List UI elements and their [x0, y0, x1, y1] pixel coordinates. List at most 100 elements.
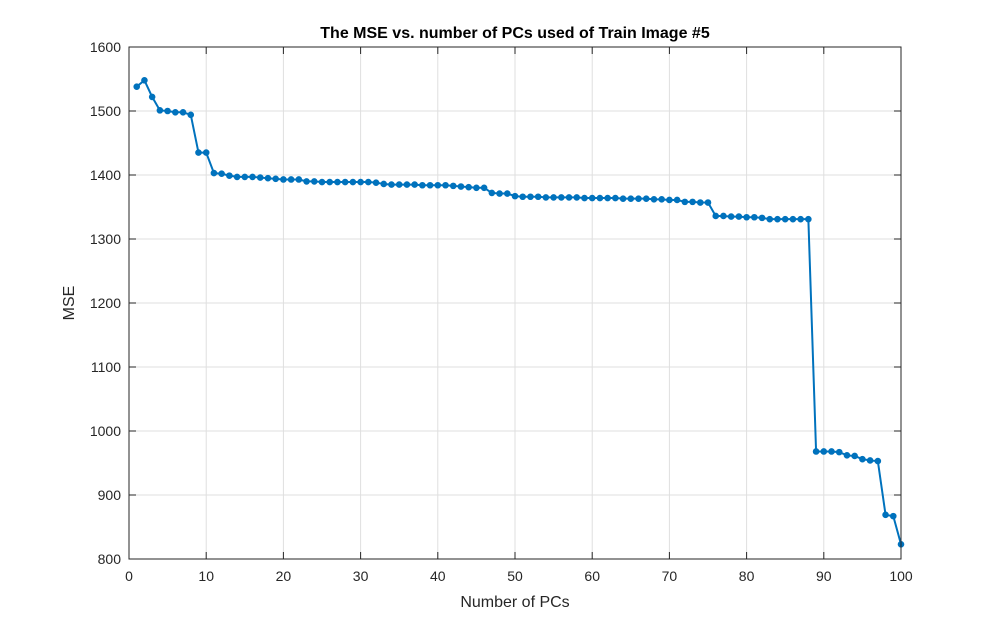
x-tick-label: 10 — [198, 568, 214, 584]
data-point — [758, 214, 766, 222]
data-point — [179, 108, 187, 116]
chart-title: The MSE vs. number of PCs used of Train … — [320, 25, 710, 42]
series-group — [133, 76, 905, 548]
data-point — [434, 181, 442, 189]
data-point — [859, 455, 866, 463]
data-point — [666, 196, 673, 204]
data-point — [642, 195, 650, 202]
data-point — [843, 452, 851, 459]
data-point — [658, 196, 665, 203]
y-tick-label: 1500 — [90, 103, 121, 119]
x-axis-label: Number of PCs — [460, 594, 569, 611]
data-point — [372, 179, 380, 186]
x-tick-label: 80 — [739, 568, 755, 584]
data-point — [704, 199, 712, 206]
data-point — [527, 193, 534, 201]
data-point — [612, 194, 619, 202]
data-point — [264, 174, 272, 182]
data-point — [395, 181, 403, 188]
data-point — [303, 178, 310, 185]
data-point — [774, 215, 781, 223]
data-point — [781, 215, 789, 223]
data-point — [318, 178, 326, 186]
y-tick-label: 1300 — [90, 231, 121, 247]
data-point — [249, 173, 256, 181]
data-point — [218, 170, 225, 178]
data-point — [380, 180, 388, 188]
data-point — [635, 195, 642, 202]
data-point — [133, 83, 141, 90]
data-point — [573, 194, 581, 201]
data-point — [835, 448, 843, 456]
data-point — [488, 189, 496, 197]
data-point — [696, 199, 704, 206]
data-point — [820, 448, 828, 455]
data-point — [874, 457, 882, 465]
data-point — [295, 176, 303, 183]
data-point — [588, 194, 596, 202]
data-point — [565, 194, 573, 201]
data-point — [496, 190, 503, 197]
data-point — [334, 178, 341, 186]
data-point — [596, 194, 604, 202]
data-point — [766, 215, 774, 223]
data-point — [326, 178, 334, 186]
data-point — [673, 196, 681, 204]
data-point — [805, 215, 812, 223]
data-point — [419, 181, 426, 189]
tick-marks — [128, 46, 902, 560]
data-point — [797, 215, 804, 223]
series-line — [136, 79, 902, 545]
data-point — [449, 182, 457, 190]
data-point — [403, 181, 411, 188]
y-tick-label: 1000 — [90, 423, 121, 439]
data-point — [751, 213, 758, 221]
data-point — [349, 178, 357, 186]
data-point — [357, 178, 364, 186]
x-tick-label: 40 — [430, 568, 446, 584]
x-tick-labels: 0 10 20 30 40 50 60 70 80 90 100 — [125, 568, 913, 584]
data-point — [365, 178, 372, 186]
x-tick-label: 90 — [816, 568, 832, 584]
data-point — [310, 178, 318, 185]
data-point — [164, 107, 171, 115]
data-point — [828, 448, 835, 455]
x-tick-label: 100 — [889, 568, 913, 584]
y-tick-label: 1600 — [90, 39, 121, 55]
data-point — [148, 93, 156, 101]
data-point — [519, 193, 527, 201]
x-tick-label: 0 — [125, 568, 133, 584]
data-point — [141, 76, 148, 84]
data-point — [889, 512, 897, 520]
y-tick-label: 800 — [98, 551, 122, 567]
data-point — [727, 213, 735, 220]
data-point — [411, 181, 418, 188]
data-point — [202, 149, 210, 156]
data-point — [280, 176, 287, 183]
data-point — [241, 173, 249, 181]
data-point — [604, 194, 611, 202]
data-point — [866, 457, 874, 464]
data-point — [712, 212, 720, 220]
x-tick-label: 50 — [507, 568, 523, 584]
data-point — [689, 198, 696, 206]
data-point — [812, 448, 820, 455]
y-axis-label: MSE — [61, 286, 78, 321]
y-tick-label: 1400 — [90, 167, 121, 183]
y-tick-label: 1100 — [91, 359, 121, 375]
data-point — [851, 452, 858, 460]
data-point — [465, 183, 472, 191]
data-point — [195, 149, 202, 156]
data-point — [287, 176, 295, 183]
data-point — [720, 212, 727, 220]
data-point — [534, 193, 542, 201]
data-point — [256, 174, 264, 181]
data-point — [187, 111, 195, 119]
data-point — [650, 196, 658, 203]
data-point — [156, 107, 164, 114]
data-point — [511, 192, 519, 200]
data-point — [272, 175, 279, 183]
data-point — [550, 194, 557, 201]
data-point — [426, 181, 434, 189]
